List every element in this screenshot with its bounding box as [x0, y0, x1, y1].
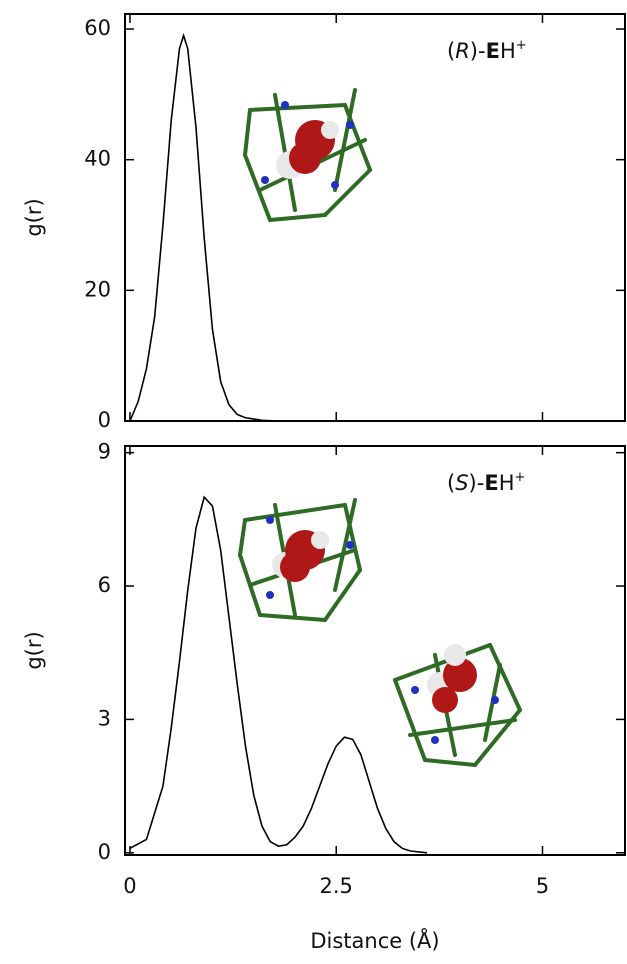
molecule-image [393, 643, 522, 767]
y-tick-label: 20 [84, 277, 111, 301]
y-tick-label: 40 [84, 147, 111, 171]
plot-frame [124, 445, 626, 856]
x-tick-label: 2.5 [320, 874, 353, 898]
annotation-part: E [484, 471, 498, 495]
y-tick-label: 3 [98, 706, 111, 730]
y-tick-label: 0 [98, 408, 111, 432]
plot-frame [124, 13, 626, 422]
annotation: (R)-EH+ [447, 38, 527, 64]
annotation: (S)-EH+ [447, 470, 525, 496]
x-tick-label: 0 [123, 874, 136, 898]
data-line [129, 32, 279, 422]
y-tick-label: 60 [84, 16, 111, 40]
annotation-part: ( [447, 39, 455, 63]
y-tick-label: 0 [98, 840, 111, 864]
annotation-part: ( [447, 471, 455, 495]
annotation-part: + [514, 470, 525, 485]
y-tick-label: 9 [98, 440, 111, 464]
annotation-part: )- [470, 39, 486, 63]
annotation-part: + [516, 38, 527, 53]
annotation-part: R [455, 39, 470, 63]
annotation-part: E [486, 39, 500, 63]
annotation-part: )- [469, 471, 485, 495]
annotation-part: H [499, 471, 515, 495]
annotation-part: S [455, 471, 468, 495]
data-line [129, 495, 428, 854]
x-tick-label: 5 [536, 874, 549, 898]
annotation-part: H [500, 39, 516, 63]
molecule-image [243, 88, 372, 222]
y-tick-label: 6 [98, 573, 111, 597]
x-axis-label: Distance (Å) [310, 927, 439, 953]
y-axis-label: g(r) [22, 631, 46, 669]
molecule-image [238, 498, 362, 622]
y-axis-label: g(r) [22, 198, 46, 236]
